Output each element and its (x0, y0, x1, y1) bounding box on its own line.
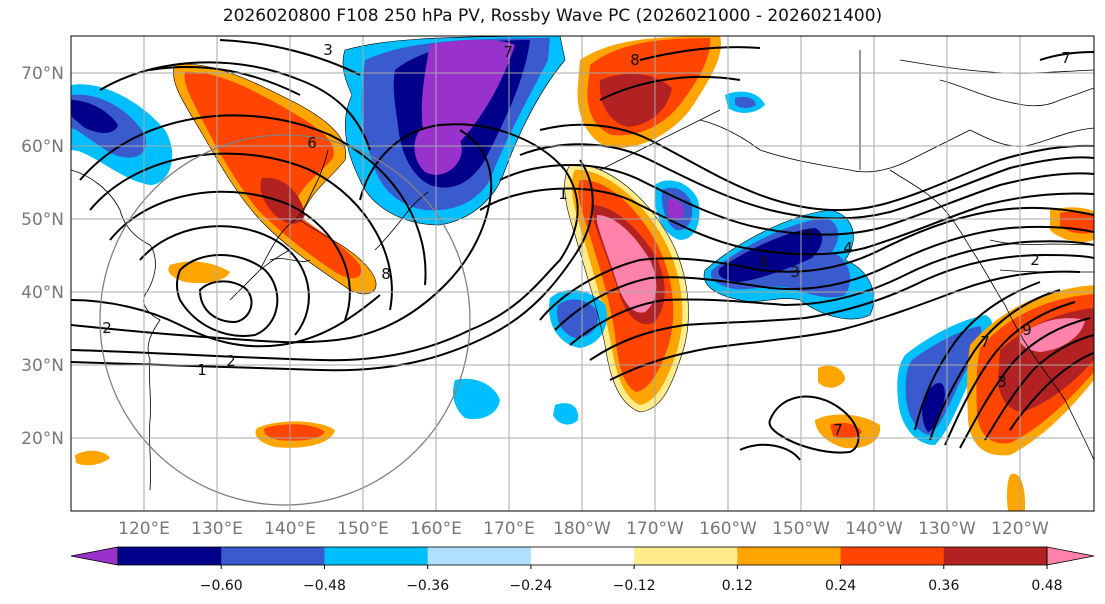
lat-label: 30°N (21, 356, 64, 376)
contour-label: 1 (558, 185, 568, 203)
contour-label: 1 (197, 361, 207, 379)
pv-contours (71, 39, 1094, 461)
colorbar-swatch (427, 547, 532, 565)
colorbar-swatch (943, 547, 1048, 565)
lon-label: 120°W (991, 519, 1049, 539)
colorbar-tick-label: −0.12 (613, 578, 656, 594)
contour-label: 7 (503, 43, 513, 61)
lon-label: 150°E (337, 519, 389, 539)
lon-label: 150°W (772, 519, 830, 539)
colorbar-swatch (118, 547, 222, 565)
colorbar-swatch (530, 547, 635, 565)
chart-title: 2026020800 F108 250 hPa PV, Rossby Wave … (222, 6, 883, 26)
colorbar-extend-low (70, 546, 119, 566)
colorbar-tick-label: 0.48 (1031, 578, 1062, 594)
colorbar-tick-label: −0.60 (200, 578, 243, 594)
contour-label: 2 (1030, 251, 1040, 269)
colorbar-tick-label: −0.36 (406, 578, 449, 594)
colorbar-swatch (324, 547, 429, 565)
lon-label: 160°W (699, 519, 757, 539)
colorbar-swatch (840, 547, 945, 565)
lat-label: 70°N (21, 64, 64, 84)
lon-label: 160°E (410, 519, 462, 539)
lon-label: 130°E (191, 519, 243, 539)
latitude-labels: 70°N 60°N 50°N 40°N 30°N 20°N (21, 64, 64, 449)
colorbar-tick-label: 0.24 (825, 578, 856, 594)
contour-label: 3 (323, 41, 333, 59)
radius-circle (99, 134, 471, 506)
contour-label: 7 (833, 421, 843, 439)
contour-label: 8 (381, 265, 391, 283)
contour-label: 3 (997, 373, 1007, 391)
colorbar-swatch (634, 547, 738, 565)
contour-label: 4 (843, 239, 853, 257)
contour-label: 6 (759, 253, 769, 271)
contour-label: 6 (307, 134, 317, 152)
contour-label: 2 (226, 352, 236, 370)
lat-label: 20°N (21, 429, 64, 449)
lon-label: 170°E (483, 519, 535, 539)
lon-label: 140°W (845, 519, 903, 539)
contour-label: 7 (803, 227, 813, 245)
longitude-labels: 120°E 130°E 140°E 150°E 160°E 170°E 180°W 170°W… (118, 519, 1049, 539)
lon-label: 130°W (918, 519, 976, 539)
colorbar: −0.60 −0.48 −0.36 −0.24 −0.12 0.12 0.24 0.36 0.4… (70, 546, 1095, 594)
contour-label: 9 (1022, 321, 1032, 339)
contour-label: 2 (102, 319, 112, 337)
colorbar-tick-label: −0.24 (509, 578, 552, 594)
colorbar-swatch (221, 547, 325, 565)
lon-label: 140°E (264, 519, 316, 539)
contour-label: 8 (630, 51, 640, 69)
colorbar-swatch (737, 547, 842, 565)
lon-label: 170°W (626, 519, 684, 539)
colorbar-tick-label: −0.48 (303, 578, 346, 594)
colorbar-border (117, 546, 1048, 566)
colorbar-tick-label: 0.36 (928, 578, 959, 594)
lat-label: 50°N (21, 210, 64, 230)
contour-label: 3 (790, 263, 800, 281)
colorbar-extend-high (1046, 546, 1095, 566)
lat-label: 60°N (21, 137, 64, 157)
contour-label: 7 (980, 333, 990, 351)
map-frame (70, 35, 1095, 512)
colorbar-tick-label: 0.12 (722, 578, 753, 594)
lon-label: 180°W (553, 519, 611, 539)
contour-label: 7 (1061, 49, 1071, 67)
lat-label: 40°N (21, 283, 64, 303)
lon-label: 120°E (118, 519, 170, 539)
gridlines (71, 36, 1094, 511)
